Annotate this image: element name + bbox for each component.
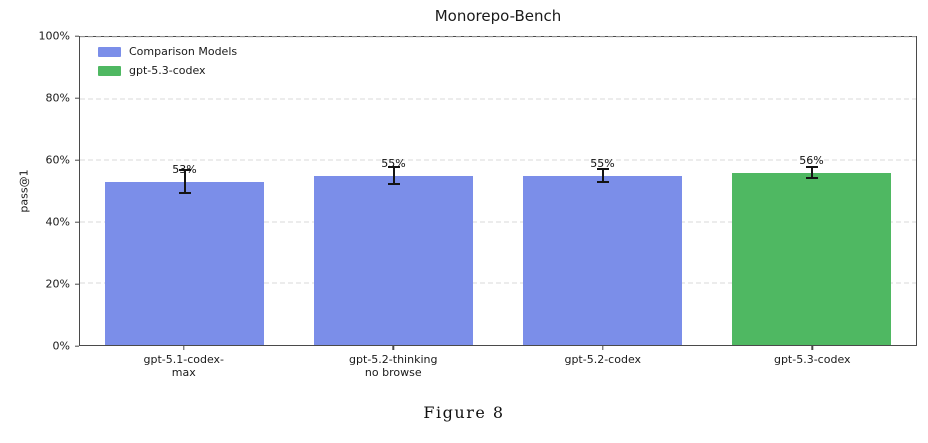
- legend-swatch: [98, 65, 121, 76]
- x-tick-label-line: gpt-5.3-codex: [773, 353, 851, 366]
- y-tick-mark: [75, 283, 79, 285]
- y-tick-label: 0%: [52, 339, 70, 353]
- y-tick-label: 80%: [45, 91, 70, 105]
- bar-value-label: 56%: [799, 153, 824, 167]
- bar-slot: 55%: [289, 37, 498, 345]
- y-tick-label: 40%: [45, 215, 70, 229]
- error-bar-cap-top: [805, 166, 818, 169]
- x-tick-mark: [602, 346, 604, 350]
- x-tick-label-line: gpt-5.2-thinking: [349, 353, 438, 366]
- legend-item: gpt-5.3-codex: [98, 63, 237, 78]
- gridline: [80, 36, 916, 38]
- gridline: [80, 282, 916, 284]
- x-tick-label: gpt-5.2-thinking no browse: [289, 346, 499, 379]
- error-bar-cap-bottom: [178, 192, 191, 195]
- bar-slot: 55%: [498, 37, 707, 345]
- bar-slot: 56%: [707, 37, 916, 345]
- y-tick-mark: [75, 35, 79, 37]
- gridline: [80, 221, 916, 223]
- bar-value-label: 53%: [172, 162, 197, 176]
- error-bar: [387, 166, 400, 185]
- error-bar-line: [392, 166, 395, 185]
- bar-slot: 53%: [80, 37, 289, 345]
- gridline: [80, 98, 916, 100]
- y-tick-mark: [75, 97, 79, 99]
- gridline: [80, 159, 916, 161]
- x-tick-label-line: max: [171, 366, 196, 379]
- y-tick-mark: [75, 345, 79, 347]
- y-tick-label: 60%: [45, 153, 70, 167]
- error-bar-line: [810, 166, 813, 179]
- error-bar-line: [183, 169, 186, 195]
- x-tick-label: gpt-5.2-codex: [498, 346, 708, 379]
- error-bar-cap-top: [178, 169, 191, 172]
- x-tick-label: gpt-5.3-codex: [708, 346, 918, 379]
- y-tick-mark: [75, 221, 79, 223]
- x-tick-label-line: gpt-5.1-codex-: [143, 353, 225, 366]
- legend-item: Comparison Models: [98, 44, 237, 59]
- x-tick-label-line: gpt-5.2-codex: [564, 353, 642, 366]
- y-tick-label: 20%: [45, 277, 70, 291]
- figure-caption: Figure 8: [423, 403, 505, 422]
- chart-title: Monorepo-Bench: [434, 7, 562, 25]
- bar-value-label: 55%: [381, 156, 406, 170]
- error-bar-line: [601, 167, 604, 184]
- error-bar-cap-bottom: [387, 182, 400, 185]
- error-bar-cap-bottom: [596, 181, 609, 184]
- bar: [731, 172, 892, 345]
- x-tick-mark: [183, 346, 185, 350]
- bars: 53% 55% 55% 56%: [80, 37, 916, 345]
- x-tick-mark: [392, 346, 394, 350]
- y-axis-ticks: 0% 20% 40% 60% 80% 100%: [0, 30, 79, 353]
- y-tick-label: 100%: [38, 29, 70, 43]
- error-bar: [178, 169, 191, 195]
- x-tick-mark: [811, 346, 813, 350]
- x-tick-label: gpt-5.1-codex-max: [79, 346, 289, 379]
- bar: [104, 181, 265, 345]
- error-bar: [805, 166, 818, 179]
- x-axis-ticks: gpt-5.1-codex-max gpt-5.2-thinking no brow…: [79, 346, 917, 379]
- error-bar-cap-top: [387, 166, 400, 169]
- bar-value-label: 55%: [590, 156, 615, 170]
- legend: Comparison Models gpt-5.3-codex: [98, 44, 237, 78]
- plot-area: 53% 55% 55% 56% Comparison Models gpt-5.3-cod…: [79, 36, 917, 346]
- x-tick-label-line: no browse: [364, 366, 422, 379]
- bar: [313, 175, 474, 345]
- bar: [522, 175, 683, 345]
- error-bar: [596, 167, 609, 184]
- legend-item-label: gpt-5.3-codex: [129, 64, 206, 77]
- legend-swatch: [98, 46, 121, 57]
- error-bar-cap-top: [596, 167, 609, 170]
- y-tick-mark: [75, 159, 79, 161]
- legend-item-label: Comparison Models: [129, 45, 238, 58]
- error-bar-cap-bottom: [805, 176, 818, 179]
